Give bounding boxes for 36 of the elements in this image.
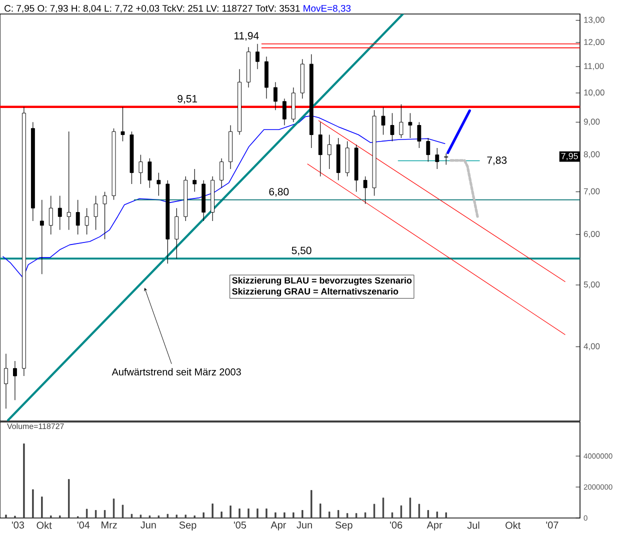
annotation: 7,83 xyxy=(487,156,507,166)
y-tick-label: 6,00 xyxy=(584,230,600,238)
y-tick-label: 11,00 xyxy=(584,63,604,70)
annotation: 9,51 xyxy=(178,95,198,104)
annotation: 11,94 xyxy=(234,32,259,41)
y-tick-label: 10,00 xyxy=(584,89,604,96)
y-tick-label: 8,00 xyxy=(584,151,600,158)
x-tick-label: Jul xyxy=(467,522,480,529)
x-tick-label: Apr xyxy=(426,522,442,530)
x-tick-label: Okt xyxy=(36,522,52,529)
y-tick-label: 13,00 xyxy=(584,16,604,24)
y-tick-label: 7,00 xyxy=(584,188,600,196)
x-tick-label: Sep xyxy=(335,522,352,531)
x-tick-label: Sep xyxy=(179,522,196,531)
annotation: 6,80 xyxy=(269,188,289,197)
annotation: Skizzierung GRAU = Alternativszenario xyxy=(232,288,398,296)
annotation: 5,50 xyxy=(292,246,312,256)
x-tick-label: '07 xyxy=(546,522,558,529)
x-tick-label: '06 xyxy=(390,522,402,529)
x-tick-label: '03 xyxy=(12,522,24,529)
x-tick-label: Mrz xyxy=(102,522,117,528)
y-tick-label: 4,00 xyxy=(584,343,600,350)
x-tick-label: Okt xyxy=(506,522,521,529)
annotation: 7,95 xyxy=(561,152,578,160)
y-tick-label: 5,00 xyxy=(584,281,600,288)
chart-title: C: 7,95 O: 7,93 H: 8,04 L: 7,72 +0,03 TckV: 251 LV: 118727 TotV: 3531 xyxy=(4,4,300,13)
x-tick-label: Jun xyxy=(140,522,156,528)
x-tick-label: Jun xyxy=(296,522,312,528)
y-tick-label: 9,00 xyxy=(584,118,600,126)
annotation: Skizzierung BLAU = bevorzugtes Szenario xyxy=(232,277,412,286)
annotation: Aufwärtstrend seit März 2003 xyxy=(112,368,241,376)
y-tick-label: 12,00 xyxy=(584,38,604,46)
x-tick-label: '04 xyxy=(77,522,90,529)
text: MovE=8,33 xyxy=(304,4,351,13)
x-tick-label: Apr xyxy=(270,522,286,530)
x-tick-label: '05 xyxy=(234,522,246,529)
